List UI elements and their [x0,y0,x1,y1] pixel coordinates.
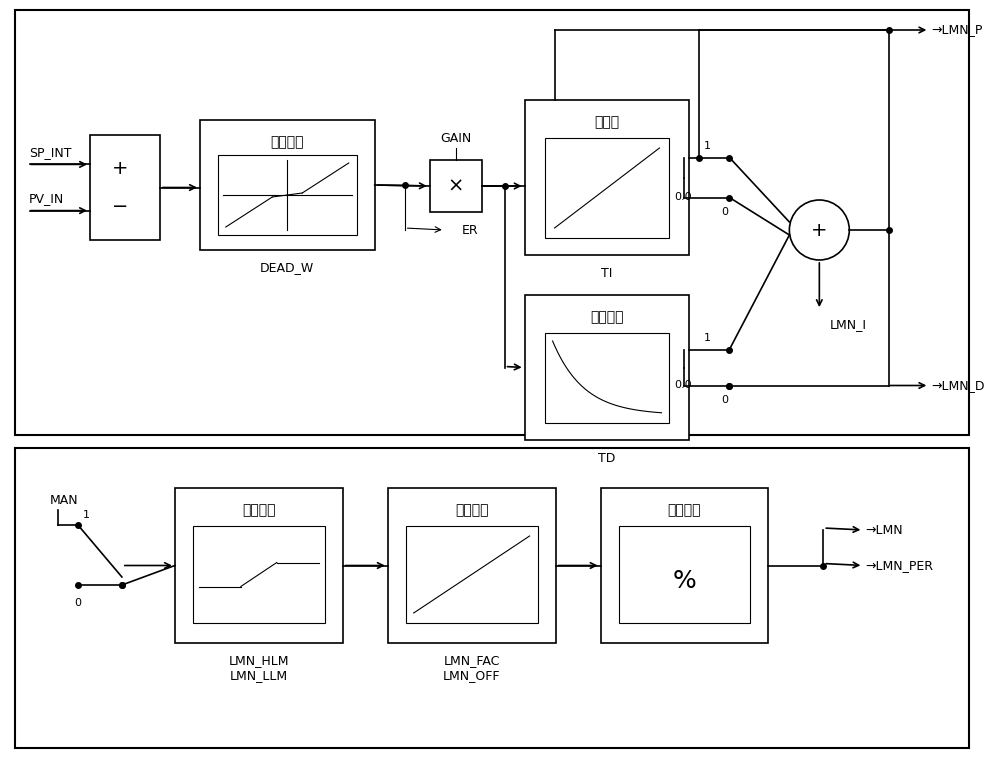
Text: −: − [112,197,128,216]
Bar [175,488,343,643]
Text: LMN_HLM: LMN_HLM [229,655,289,668]
Bar [406,526,538,623]
Text: 0.0: 0.0 [674,379,691,389]
Bar [545,138,669,238]
Text: 0: 0 [721,207,728,216]
Text: PV_IN: PV_IN [29,192,64,205]
Text: 1: 1 [83,510,90,520]
Text: →LMN_D: →LMN_D [931,379,985,392]
Bar [200,120,375,250]
Text: 积分器: 积分器 [594,115,620,129]
Text: ER: ER [461,223,478,236]
Text: →LMN_PER: →LMN_PER [865,559,933,572]
Text: 微分单元: 微分单元 [590,310,624,324]
Bar [15,10,969,435]
Text: 1: 1 [704,141,711,151]
Text: LMN_LLM: LMN_LLM [230,669,288,682]
Bar [193,526,325,623]
Text: →LMN_P: →LMN_P [931,24,983,37]
Text: 0: 0 [74,598,81,608]
Bar [525,295,689,440]
Bar [218,155,357,235]
Text: +: + [112,159,128,178]
Text: 限幅函数: 限幅函数 [242,503,276,517]
Text: LMN_I: LMN_I [829,318,866,331]
Text: ×: × [447,177,464,196]
Text: 0.0: 0.0 [674,191,691,201]
Text: 死区控制: 死区控制 [271,135,304,149]
Bar [545,333,669,423]
Text: 0: 0 [721,395,728,405]
Text: MAN: MAN [50,493,79,506]
Bar [619,526,750,623]
Text: LMN_OFF: LMN_OFF [443,669,500,682]
Text: TD: TD [598,451,616,464]
Text: %: % [673,568,696,593]
Bar [601,488,768,643]
Bar [15,448,969,748]
Bar [525,100,689,255]
Bar [430,160,482,212]
Text: SP_INT: SP_INT [29,146,71,159]
Text: 1: 1 [704,333,711,343]
Text: DEAD_W: DEAD_W [260,262,314,275]
Text: +: + [811,220,828,239]
Bar [388,488,556,643]
Text: 转换函数: 转换函数 [668,503,701,517]
Text: TI: TI [601,266,613,279]
Text: LMN_FAC: LMN_FAC [443,655,500,668]
Text: GAIN: GAIN [440,132,471,145]
Bar [90,135,160,240]
Text: →LMN: →LMN [865,523,903,536]
Text: 比例函数: 比例函数 [455,503,488,517]
